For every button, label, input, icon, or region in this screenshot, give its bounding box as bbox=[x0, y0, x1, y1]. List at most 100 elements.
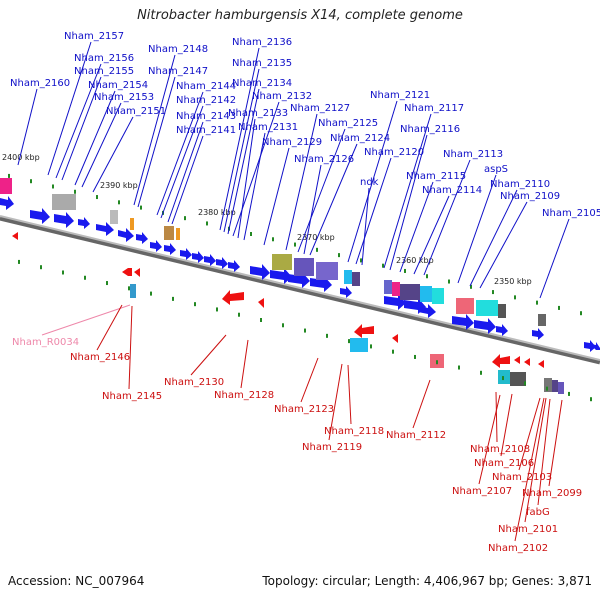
tick bbox=[282, 323, 284, 328]
tick bbox=[250, 232, 252, 236]
reverse-strand-genes bbox=[12, 232, 544, 368]
tick bbox=[52, 184, 54, 189]
accession-text: Accession: NC_007964 bbox=[8, 574, 145, 588]
scale-label: 2360 kbp bbox=[396, 256, 434, 265]
leader-line bbox=[548, 399, 563, 487]
leader-line bbox=[240, 339, 249, 389]
tick bbox=[216, 307, 218, 312]
tick bbox=[62, 270, 64, 275]
leader-line bbox=[190, 334, 227, 376]
gene-label: Nham_2130 bbox=[164, 377, 224, 388]
gene-label: Nham_2101 bbox=[498, 524, 558, 535]
gene-label: Nham_R0034 bbox=[12, 337, 79, 348]
leader-line bbox=[17, 88, 38, 166]
leader-line bbox=[347, 364, 352, 425]
gene-label: aspS bbox=[484, 164, 508, 175]
gene-label: Nham_2119 bbox=[302, 442, 362, 453]
leader-line bbox=[300, 357, 319, 403]
tick bbox=[414, 354, 416, 359]
leader-line bbox=[227, 88, 260, 235]
tick bbox=[536, 300, 538, 305]
gene-label: Nham_2117 bbox=[404, 103, 464, 114]
tick bbox=[458, 365, 460, 370]
tick bbox=[260, 318, 262, 322]
leader-line bbox=[263, 147, 290, 246]
tick bbox=[370, 344, 372, 349]
leader-line bbox=[137, 76, 176, 208]
leader-line bbox=[347, 100, 398, 263]
leader-line bbox=[514, 397, 545, 542]
gene-label: ndk bbox=[360, 177, 379, 188]
leader-line bbox=[495, 391, 498, 443]
tick bbox=[128, 286, 130, 291]
gene-label: Nham_2132 bbox=[252, 91, 312, 102]
tick bbox=[106, 281, 108, 286]
tick bbox=[74, 189, 76, 194]
leader-line bbox=[518, 397, 541, 471]
gene-label: Nham_2134 bbox=[232, 78, 292, 89]
leader-line bbox=[285, 113, 318, 251]
gene-label: Nham_2118 bbox=[324, 426, 384, 437]
gene-label: Nham_2131 bbox=[238, 122, 298, 133]
gene-label: Nham_2099 bbox=[522, 488, 582, 499]
scale-label: 2380 kbp bbox=[198, 208, 236, 217]
tick bbox=[150, 291, 152, 296]
tick bbox=[492, 290, 494, 295]
leader-line bbox=[219, 47, 260, 231]
reverse-strand-features bbox=[130, 284, 564, 394]
tick bbox=[590, 397, 592, 402]
tick bbox=[316, 247, 318, 252]
gene-label: Nham_2125 bbox=[318, 118, 378, 129]
scale-label: 2400 kbp bbox=[2, 153, 40, 162]
leader-line bbox=[92, 116, 134, 193]
gene-label: Nham_2106 bbox=[474, 458, 534, 469]
gene-label: Nham_2144 bbox=[176, 81, 236, 92]
leader-line bbox=[55, 63, 102, 179]
tick bbox=[514, 295, 516, 300]
leader-line bbox=[478, 394, 501, 485]
leader-line bbox=[355, 157, 392, 265]
gene-label: Nham_2153 bbox=[94, 92, 154, 103]
tick bbox=[40, 265, 42, 270]
leader-line bbox=[133, 54, 176, 206]
gene-label: Nham_2102 bbox=[488, 543, 548, 554]
leader-line bbox=[41, 304, 131, 336]
tick bbox=[304, 328, 306, 333]
tick bbox=[272, 237, 274, 242]
gene-label: Nham_2116 bbox=[400, 124, 460, 135]
scale-label: 2350 kbp bbox=[494, 277, 532, 286]
gene-label: Nham_2105 bbox=[542, 208, 600, 219]
scale-label: 2370 kbp bbox=[297, 233, 335, 242]
tick bbox=[436, 360, 438, 365]
gene-label: Nham_2146 bbox=[70, 352, 130, 363]
leader-line bbox=[232, 101, 280, 237]
gene-label: Nham_2126 bbox=[294, 154, 354, 165]
tick bbox=[448, 279, 450, 284]
scale-label: 2390 kbp bbox=[100, 181, 138, 190]
gene-label: Nham_2121 bbox=[370, 90, 430, 101]
gene-label: Nham_2123 bbox=[274, 404, 334, 415]
gene-label: Nham_2107 bbox=[452, 486, 512, 497]
leader-line bbox=[303, 164, 322, 255]
leader-line bbox=[297, 128, 346, 253]
gene-label: Nham_2124 bbox=[330, 133, 390, 144]
tick bbox=[382, 263, 384, 268]
tick bbox=[84, 275, 86, 280]
leader-line bbox=[156, 91, 204, 216]
map-title: Nitrobacter hamburgensis X14, complete g… bbox=[137, 8, 463, 23]
tick bbox=[30, 179, 32, 184]
gene-label: Nham_2110 bbox=[490, 179, 550, 190]
gene-label: Nham_2127 bbox=[290, 103, 350, 114]
leader-line bbox=[423, 159, 471, 276]
gene-label: Nham_2129 bbox=[262, 137, 322, 148]
gene-label: Nham_2128 bbox=[214, 390, 274, 401]
tick bbox=[118, 200, 120, 205]
leader-line bbox=[524, 397, 547, 523]
tick bbox=[238, 312, 240, 317]
gene-label: Nham_2141 bbox=[176, 125, 236, 136]
tick bbox=[568, 391, 570, 396]
leader-line bbox=[537, 398, 551, 506]
gene-label: Nham_2156 bbox=[74, 53, 134, 64]
tick bbox=[184, 216, 186, 221]
